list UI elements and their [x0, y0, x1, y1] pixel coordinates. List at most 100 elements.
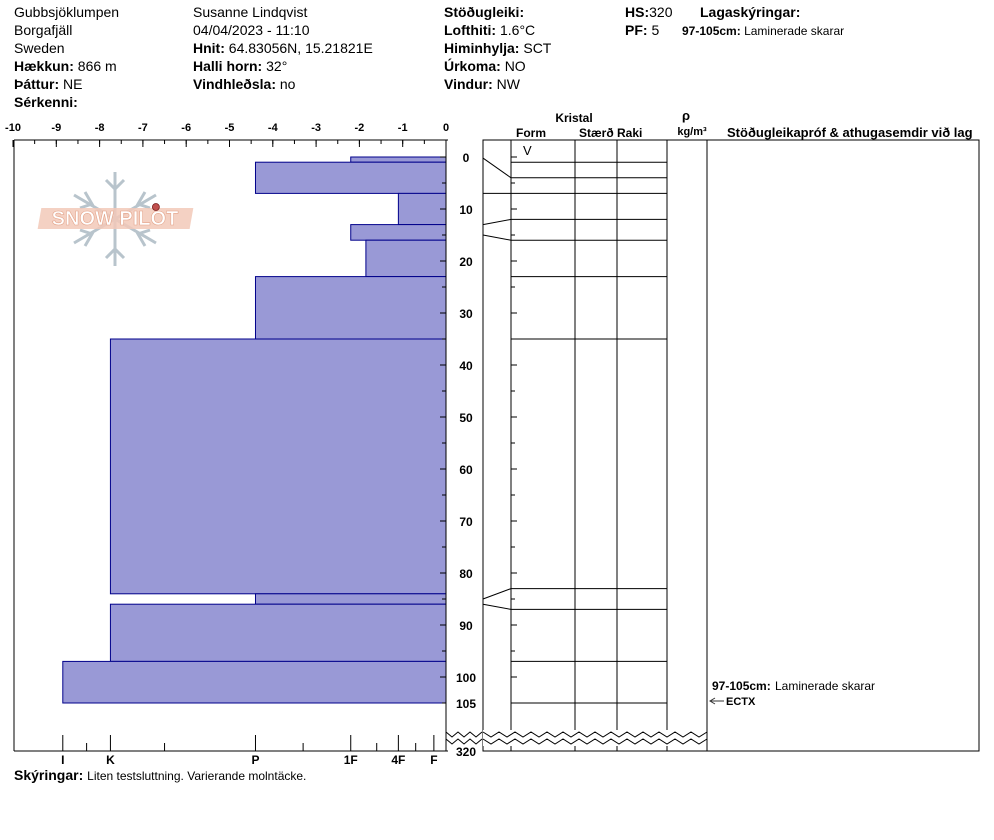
moisture-header: Raki	[617, 126, 642, 140]
coords: 64.83056N, 15.21821E	[228, 40, 373, 56]
hardness-bar	[254, 593, 447, 605]
hardness-bar	[109, 603, 447, 662]
layer-note-text: Laminerade skarar	[744, 24, 845, 38]
depth-tick-label: 10	[459, 203, 473, 217]
layer-connector	[482, 588, 512, 600]
layer-connector	[482, 157, 512, 179]
temperature-points	[151, 203, 160, 211]
break-zigzag-left-2	[445, 738, 483, 745]
slope-label: Halli horn:	[193, 58, 263, 74]
hardness-bars	[62, 156, 447, 704]
header-col2: Susanne Lindqvist 04/04/2023 - 11:10 Hni…	[193, 3, 373, 93]
notes-text: Liten testsluttning. Varierande molntäck…	[87, 769, 307, 783]
hs-row: HS:320	[625, 3, 672, 21]
hardness-bar	[254, 161, 447, 194]
stability-panel	[706, 139, 980, 752]
stability-row: Stöðugleiki:	[444, 3, 551, 21]
depth-total-label: 320	[456, 745, 476, 759]
layer-connector	[482, 218, 512, 226]
temp-tick-label: -7	[138, 122, 148, 134]
surface-hoar-symbol: V	[523, 143, 532, 158]
pf: 5	[651, 22, 660, 38]
elevation-label: Hækkun:	[14, 58, 74, 74]
header-col1: Gubbsjöklumpen Borgafjäll Sweden Hækkun:…	[14, 3, 119, 111]
layer-connector	[482, 234, 512, 241]
hardness-tick-label: 1F	[344, 753, 358, 767]
layer-notes-label: Lagaskýringar:	[700, 4, 801, 20]
sky-label: Himinhylja:	[444, 40, 520, 56]
aspect-row: Þáttur: NE	[14, 75, 119, 93]
density-unit: kg/m³	[677, 126, 707, 138]
coords-label: Hnit:	[193, 40, 225, 56]
temperature-ticks: -10 -9 -8 -7 -6 -5 -4 -3 -2 -1 0	[5, 122, 449, 147]
temp-tick-label: -1	[398, 122, 408, 134]
logo-band	[37, 208, 194, 229]
snowpilot-logo: SNOW PILOT	[37, 172, 194, 266]
coords-row: Hnit: 64.83056N, 15.21821E	[193, 39, 373, 57]
depth-tick-label: 70	[459, 515, 473, 529]
temp-tick-label: -3	[311, 122, 321, 134]
temp-tick-label: -8	[95, 122, 105, 134]
layer-notes: Lagaskýringar:	[700, 3, 800, 21]
layer-table-frame	[482, 139, 708, 752]
features-label: Sérkenni:	[14, 94, 78, 110]
wind-loading: no	[279, 76, 296, 92]
slope-row: Halli horn: 32°	[193, 57, 373, 75]
layer-note-row: 97-105cm: Laminerade skarar	[682, 22, 844, 40]
layer-boundaries	[482, 157, 667, 704]
wind-row: Vindur: NW	[444, 75, 551, 93]
precip-label: Úrkoma:	[444, 58, 501, 74]
logo-text: SNOW PILOT	[52, 208, 179, 230]
header-col4: HS:320 PF: 5	[625, 3, 672, 39]
hardness-tick-label: F	[430, 753, 437, 767]
precip-row: Úrkoma: NO	[444, 57, 551, 75]
depth-tick-label: 20	[459, 255, 473, 269]
hardness-bar	[365, 239, 447, 278]
snowflake-icon	[73, 172, 157, 266]
layer-note-range: 97-105cm:	[682, 24, 741, 38]
depth-tick-label: 80	[459, 567, 473, 581]
features-row: Sérkenni:	[14, 93, 119, 111]
ectx-arrow-icon	[709, 697, 724, 705]
hardness-bar	[397, 192, 447, 226]
hardness-ticks: I K P 1F 4F F	[61, 735, 438, 767]
depth-tick-label: 100	[456, 671, 476, 685]
temp-tick-label: -2	[355, 122, 365, 134]
sky-row: Himinhylja: SCT	[444, 39, 551, 57]
break-zigzag-left-1	[445, 731, 483, 738]
temp-tick-label: -5	[225, 122, 235, 134]
country: Sweden	[14, 40, 65, 56]
elevation-row: Hækkun: 866 m	[14, 57, 119, 75]
datetime: 04/04/2023 - 11:10	[193, 22, 310, 38]
density-symbol: ρ	[682, 108, 690, 123]
footer-notes: Skýringar: Liten testsluttning. Varieran…	[14, 766, 306, 785]
aspect-label: Þáttur:	[14, 76, 60, 92]
test-range: 97-105cm:	[712, 679, 771, 693]
temp-tick-label: -6	[181, 122, 191, 134]
depth-ticks: 0 10 20 30 40 50 60 70 80 90 100 105 320	[440, 151, 517, 759]
table-break	[482, 730, 708, 746]
depth-tick-label: 40	[459, 359, 473, 373]
form-header: Form	[516, 126, 546, 140]
hardness-bar	[350, 156, 447, 163]
temp-tick-label: -9	[51, 122, 61, 134]
pf-row: PF: 5	[625, 21, 672, 39]
wind: NW	[496, 76, 520, 92]
stability-label: Stöðugleiki:	[444, 4, 525, 20]
hs-label: HS:	[625, 4, 650, 20]
observer: Susanne Lindqvist	[193, 4, 308, 20]
precip: NO	[504, 58, 526, 74]
region: Borgafjäll	[14, 22, 73, 38]
hardness-bar	[254, 276, 447, 340]
hs: 320	[649, 4, 673, 20]
header-col3: Stöðugleiki: Lofthiti: 1.6°C Himinhylja:…	[444, 3, 551, 93]
hardness-bar	[350, 224, 447, 241]
temp-tick-label: 0	[443, 122, 449, 134]
layer-notes-label-row: Lagaskýringar:	[700, 3, 800, 21]
air-temp-row: Lofthiti: 1.6°C	[444, 21, 551, 39]
aspect: NE	[63, 76, 83, 92]
depth-tick-label: 90	[459, 619, 473, 633]
wind-label: Vindur:	[444, 76, 493, 92]
pf-label: PF:	[625, 22, 648, 38]
